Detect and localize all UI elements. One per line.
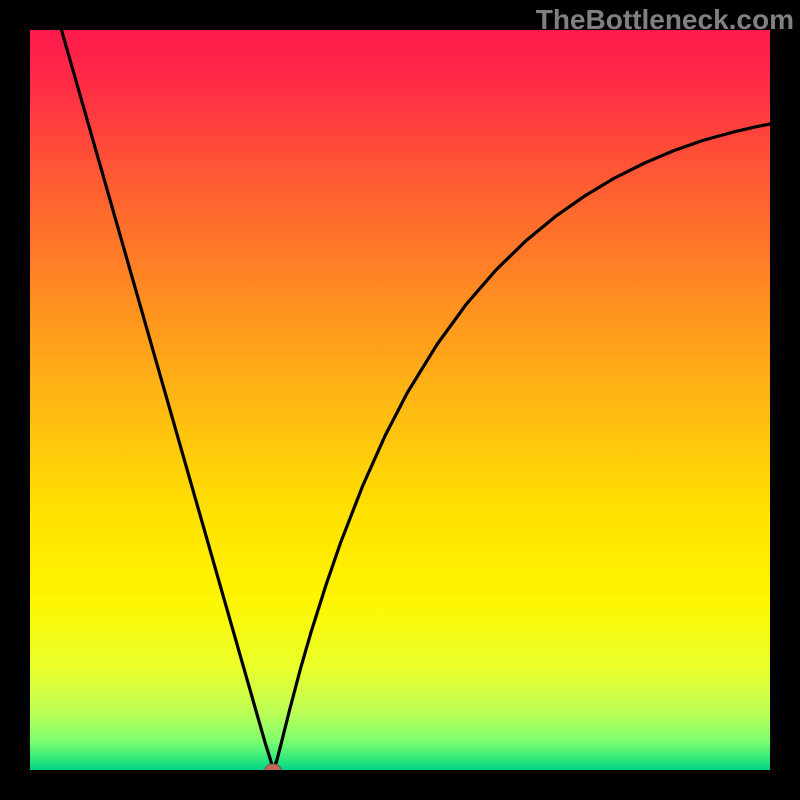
chart-frame: TheBottleneck.com	[0, 0, 800, 800]
plot-area	[30, 30, 770, 770]
chart-background	[30, 30, 770, 770]
chart-svg	[30, 30, 770, 770]
watermark-label: TheBottleneck.com	[536, 4, 794, 36]
